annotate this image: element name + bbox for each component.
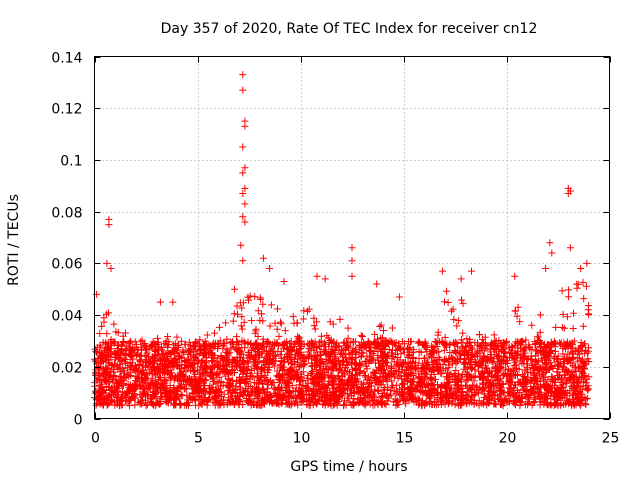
- y-tick-label: 0: [74, 413, 83, 429]
- y-tick-label: 0.14: [51, 51, 82, 67]
- x-tick-label: 10: [293, 431, 311, 447]
- axis-ticks: [94, 56, 611, 420]
- y-tick-label: 0.06: [51, 257, 82, 273]
- y-tick-label: 0.1: [60, 154, 82, 170]
- y-tick-label: 0.04: [51, 309, 82, 325]
- x-tick-label: 25: [602, 431, 620, 447]
- y-tick-label: 0.12: [51, 102, 82, 118]
- y-tick-label: 0.02: [51, 361, 82, 377]
- x-tick-label: 20: [499, 431, 517, 447]
- x-axis-label: GPS time / hours: [290, 459, 407, 475]
- grid: [94, 56, 610, 419]
- plot-frame: [94, 56, 610, 419]
- y-axis-label: ROTI / TECUs: [6, 194, 22, 286]
- data-points: [91, 71, 593, 410]
- x-tick-label: 5: [194, 431, 203, 447]
- roti-series-markers: [91, 71, 593, 410]
- x-tick-label: 15: [396, 431, 414, 447]
- chart-title: Day 357 of 2020, Rate Of TEC Index for r…: [161, 21, 538, 37]
- axis-tick-labels: 0 5 10 15 20 25 0 0.02 0.04 0.06 0.08 0.1 0.12 0.14: [51, 51, 619, 447]
- y-tick-label: 0.08: [51, 206, 82, 222]
- x-tick-label: 0: [91, 431, 100, 447]
